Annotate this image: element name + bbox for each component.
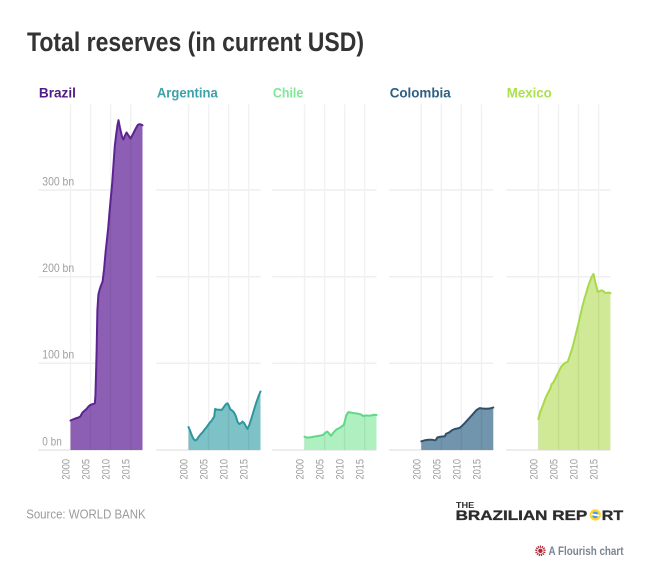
svg-text:2000: 2000 — [295, 459, 307, 480]
svg-text:Chile: Chile — [273, 84, 304, 100]
svg-text:2010: 2010 — [335, 459, 347, 480]
svg-text:2010: 2010 — [451, 459, 463, 480]
svg-text:2010: 2010 — [569, 459, 581, 480]
svg-text:Total reserves (in current USD: Total reserves (in current USD) — [27, 27, 364, 57]
svg-text:2015: 2015 — [355, 459, 367, 480]
svg-text:Mexico: Mexico — [507, 84, 552, 100]
svg-text:Argentina: Argentina — [157, 84, 218, 100]
svg-text:2000: 2000 — [411, 459, 423, 480]
svg-text:2005: 2005 — [199, 459, 211, 480]
svg-text:Brazil: Brazil — [39, 84, 76, 100]
svg-text:2005: 2005 — [549, 459, 561, 480]
svg-text:2000: 2000 — [61, 459, 73, 480]
svg-text:2010: 2010 — [101, 459, 113, 480]
svg-text:2015: 2015 — [472, 459, 484, 480]
svg-text:A Flourish chart: A Flourish chart — [549, 546, 624, 558]
svg-text:0 bn: 0 bn — [42, 434, 62, 448]
svg-text:2015: 2015 — [121, 459, 133, 480]
svg-text:Source: WORLD BANK: Source: WORLD BANK — [26, 507, 146, 521]
svg-text:BRAZILIAN REP: BRAZILIAN REP — [456, 507, 588, 523]
svg-text:2005: 2005 — [81, 459, 93, 480]
svg-text:2015: 2015 — [239, 459, 251, 480]
svg-text:300 bn: 300 bn — [42, 174, 74, 188]
svg-text:2000: 2000 — [179, 459, 191, 480]
svg-text:RT: RT — [602, 507, 624, 523]
svg-text:Colombia: Colombia — [390, 84, 451, 100]
svg-text:2005: 2005 — [315, 459, 327, 480]
svg-text:2015: 2015 — [589, 459, 601, 480]
svg-text:200 bn: 200 bn — [42, 261, 74, 275]
svg-text:2000: 2000 — [528, 459, 540, 480]
svg-text:100 bn: 100 bn — [42, 348, 74, 362]
svg-text:2010: 2010 — [219, 459, 231, 480]
svg-text:2005: 2005 — [431, 459, 443, 480]
